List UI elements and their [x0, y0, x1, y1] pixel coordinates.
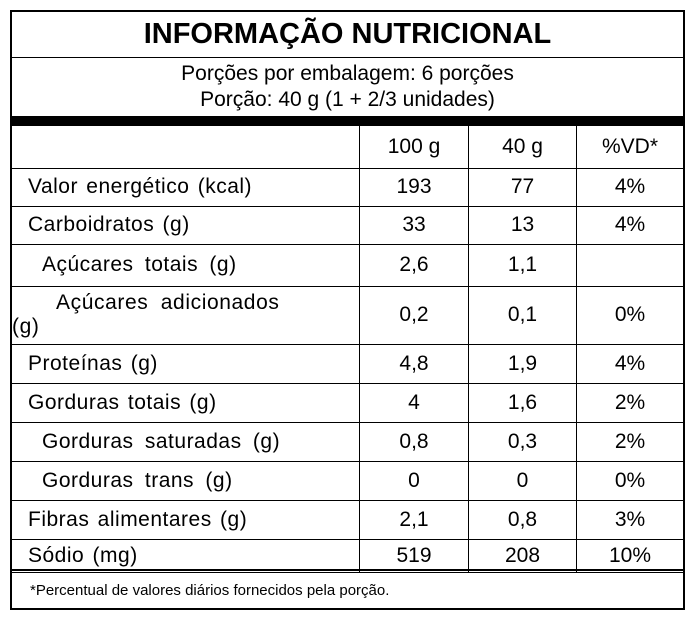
value-100g: 4 [359, 382, 469, 423]
header-daily-value: %VD* [576, 126, 683, 169]
value-100g: 0,8 [359, 421, 469, 462]
nutrition-facts-label: INFORMAÇÃO NUTRICIONAL Porções por embal… [10, 10, 685, 610]
value-100g: 33 [359, 205, 469, 245]
nutrition-table: 100 g 40 g %VD* Valor energético (kcal) … [12, 126, 683, 573]
value-daily [576, 243, 683, 287]
value-daily: 4% [576, 343, 683, 384]
value-serving: 0,3 [468, 421, 577, 462]
value-100g: 0 [359, 460, 469, 501]
servings-per-package: Porções por embalagem: 6 porções [181, 62, 514, 85]
value-100g: 2,6 [359, 243, 469, 287]
nutrient-name: Valor energético (kcal) [12, 167, 360, 207]
value-serving: 13 [468, 205, 577, 245]
value-serving: 208 [468, 538, 577, 573]
serving-size: Porção: 40 g (1 + 2/3 unidades) [200, 88, 495, 111]
header-per-100g: 100 g [359, 126, 469, 169]
header-nutrient [12, 126, 360, 169]
value-daily: 2% [576, 421, 683, 462]
nutrient-name: Sódio (mg) [12, 538, 360, 573]
nutrient-name-line2: (g) [12, 315, 40, 338]
table-row: Açúcares adicionados (g) 0,2 0,1 0% [12, 285, 683, 345]
value-serving: 0,8 [468, 499, 577, 540]
nutrient-name: Proteínas (g) [12, 343, 360, 384]
value-serving: 1,9 [468, 343, 577, 384]
value-daily: 10% [576, 538, 683, 573]
table-row: Proteínas (g) 4,8 1,9 4% [12, 343, 683, 384]
value-serving: 0,1 [468, 285, 577, 345]
value-serving: 77 [468, 167, 577, 207]
nutrient-name: Gorduras trans (g) [12, 460, 360, 501]
nutrient-name: Açúcares totais (g) [12, 243, 360, 287]
nutrient-name-wrapped: Açúcares adicionados (g) [12, 285, 360, 345]
nutrient-name: Carboidratos (g) [12, 205, 360, 245]
table-row: Gorduras trans (g) 0 0 0% [12, 460, 683, 501]
table-header-row: 100 g 40 g %VD* [12, 126, 683, 169]
table-row: Gorduras totais (g) 4 1,6 2% [12, 382, 683, 423]
value-100g: 193 [359, 167, 469, 207]
value-serving: 1,6 [468, 382, 577, 423]
value-daily: 4% [576, 167, 683, 207]
footnote: *Percentual de valores diários fornecido… [12, 569, 683, 608]
table-row: Valor energético (kcal) 193 77 4% [12, 167, 683, 207]
value-serving: 1,1 [468, 243, 577, 287]
table-row: Carboidratos (g) 33 13 4% [12, 205, 683, 245]
table-row: Gorduras saturadas (g) 0,8 0,3 2% [12, 421, 683, 462]
value-serving: 0 [468, 460, 577, 501]
nutrient-name: Gorduras saturadas (g) [12, 421, 360, 462]
header-per-serving: 40 g [468, 126, 577, 169]
value-daily: 0% [576, 285, 683, 345]
nutrient-name: Açúcares adicionados (g) [12, 291, 359, 339]
value-100g: 4,8 [359, 343, 469, 384]
value-100g: 0,2 [359, 285, 469, 345]
nutrient-name: Fibras alimentares (g) [12, 499, 360, 540]
value-100g: 2,1 [359, 499, 469, 540]
value-daily: 4% [576, 205, 683, 245]
table-row: Sódio (mg) 519 208 10% [12, 538, 683, 573]
nutrient-name-line1: Açúcares adicionados [56, 291, 280, 314]
serving-info: Porções por embalagem: 6 porções Porção:… [12, 58, 683, 116]
nutrient-name: Gorduras totais (g) [12, 382, 360, 423]
table-row: Fibras alimentares (g) 2,1 0,8 3% [12, 499, 683, 540]
value-daily: 2% [576, 382, 683, 423]
thick-divider [12, 116, 683, 126]
label-title: INFORMAÇÃO NUTRICIONAL [12, 12, 683, 58]
value-daily: 0% [576, 460, 683, 501]
table-row: Açúcares totais (g) 2,6 1,1 [12, 243, 683, 287]
value-daily: 3% [576, 499, 683, 540]
value-100g: 519 [359, 538, 469, 573]
